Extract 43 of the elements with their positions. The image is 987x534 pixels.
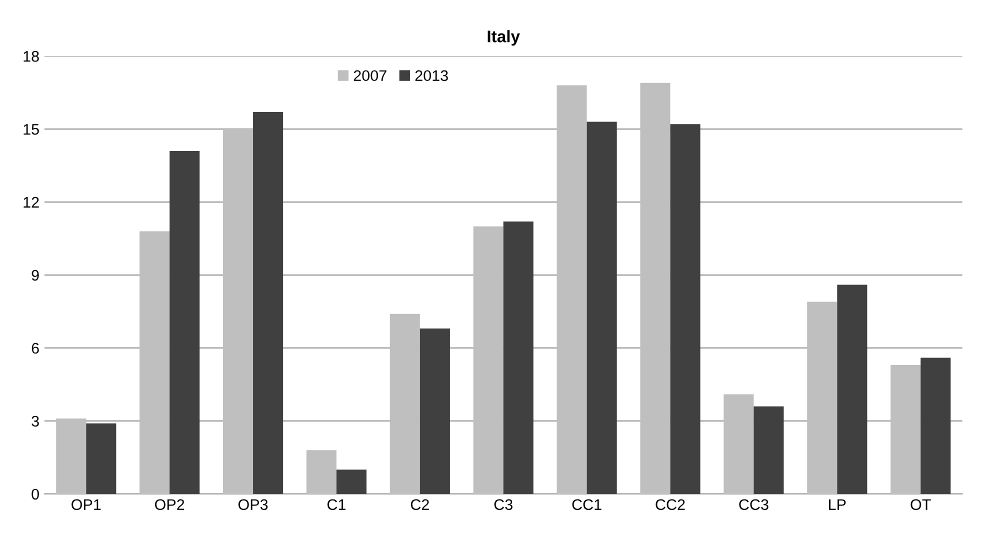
bar bbox=[807, 302, 838, 494]
y-tick-label: 9 bbox=[32, 270, 39, 281]
bar bbox=[920, 358, 951, 494]
bar bbox=[754, 406, 784, 494]
x-tick-label: CC2 bbox=[656, 499, 685, 510]
bar bbox=[140, 231, 170, 494]
bar bbox=[306, 450, 336, 494]
bar bbox=[837, 284, 868, 494]
legend-label: 2013 bbox=[415, 70, 448, 82]
y-tick-label: 6 bbox=[32, 342, 39, 354]
x-tick-label: CC3 bbox=[739, 499, 768, 510]
y-tick-label: 3 bbox=[32, 416, 39, 427]
bar bbox=[86, 423, 116, 494]
bar bbox=[56, 418, 86, 494]
bar bbox=[390, 314, 420, 494]
x-tick-label: C2 bbox=[410, 499, 429, 510]
y-tick-label: 15 bbox=[24, 124, 39, 135]
chart-title: Italy bbox=[488, 30, 520, 46]
x-tick-label: LP bbox=[829, 499, 846, 510]
bar bbox=[724, 394, 754, 494]
bar bbox=[336, 470, 367, 494]
bar bbox=[640, 82, 670, 494]
x-tick-label: C1 bbox=[327, 499, 346, 510]
x-tick-label: OP2 bbox=[155, 499, 184, 510]
bar bbox=[473, 226, 504, 494]
y-tick-label: 12 bbox=[24, 196, 39, 208]
legend-label: 2007 bbox=[354, 70, 386, 82]
x-tick-label: OP3 bbox=[238, 499, 268, 510]
bar bbox=[420, 328, 450, 494]
bar bbox=[253, 112, 284, 494]
bar bbox=[170, 150, 200, 494]
bar bbox=[556, 85, 587, 494]
y-tick-label: 18 bbox=[24, 50, 39, 62]
bar bbox=[586, 122, 617, 494]
x-tick-label: OP1 bbox=[72, 499, 101, 510]
y-tick-label: 0 bbox=[32, 488, 39, 500]
x-tick-label: CC1 bbox=[572, 499, 602, 510]
x-tick-label: OT bbox=[910, 499, 931, 510]
bar bbox=[503, 221, 534, 494]
bar bbox=[890, 365, 921, 494]
bar bbox=[222, 129, 254, 494]
x-tick-label: C3 bbox=[494, 499, 512, 510]
bar bbox=[670, 124, 700, 494]
